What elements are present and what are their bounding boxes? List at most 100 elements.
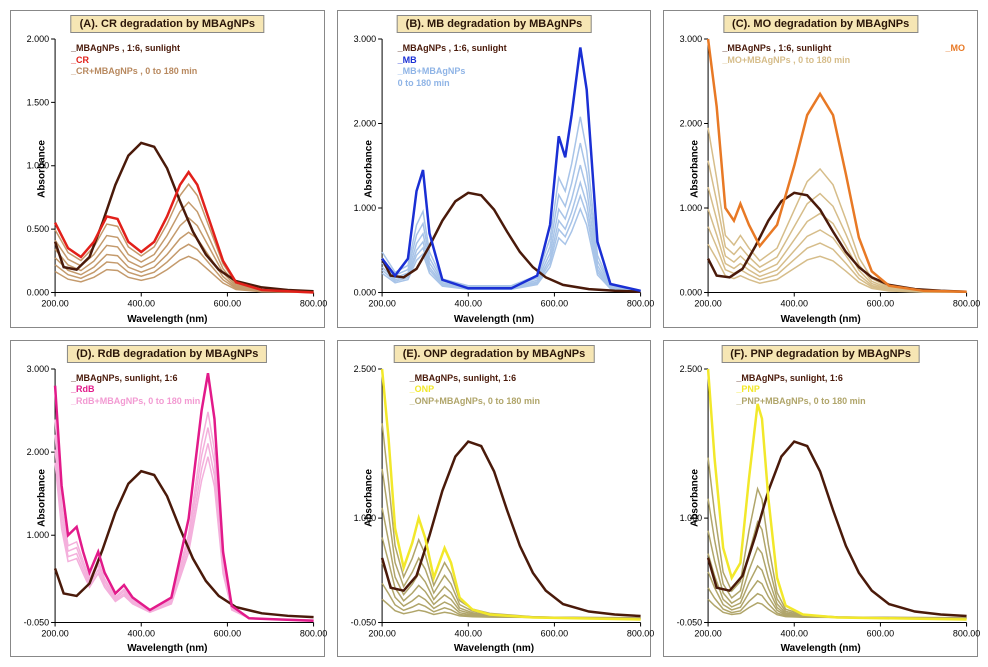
svg-text:1.000: 1.000: [680, 203, 702, 213]
panel-B: (B). MB degradation by MBAgNPs Absorbance…: [337, 10, 652, 328]
svg-text:0.000: 0.000: [27, 287, 49, 297]
legend-item: _ONP: [410, 384, 540, 396]
x-axis-label: Wavelength (nm): [127, 314, 207, 325]
mix-curve: [382, 562, 640, 617]
svg-text:600.00: 600.00: [540, 298, 567, 308]
legend-item: _MB: [398, 55, 507, 67]
legend-item: _PNP+MBAgNPs, 0 to 180 min: [736, 396, 865, 408]
svg-text:2.500: 2.500: [680, 363, 702, 373]
mix-curve: [55, 244, 313, 292]
svg-text:0.500: 0.500: [27, 224, 49, 234]
y-axis-label: Absorbance: [690, 140, 701, 198]
mix-curve: [382, 537, 640, 618]
svg-text:400.00: 400.00: [781, 298, 808, 308]
panel-C: (C). MO degradation by MBAgNPs Absorbance…: [663, 10, 978, 328]
svg-text:2.000: 2.000: [27, 447, 49, 457]
svg-text:600.00: 600.00: [540, 628, 567, 638]
svg-text:1.000: 1.000: [353, 513, 375, 523]
legend-item: _MO+MBAgNPs , 0 to 180 min: [722, 55, 850, 67]
mix-curve: [55, 411, 313, 620]
legend: _MBAgNPs , 1:6, sunlight_MO+MBAgNPs , 0 …: [722, 43, 850, 66]
plot-area: 200.00400.00600.00800.000.0001.0002.0003…: [708, 39, 967, 293]
svg-text:1.000: 1.000: [27, 530, 49, 540]
mix-curve: [708, 161, 966, 292]
svg-text:0.000: 0.000: [680, 287, 702, 297]
svg-text:-0.050: -0.050: [350, 617, 375, 627]
x-axis-label: Wavelength (nm): [454, 643, 534, 654]
svg-text:3.000: 3.000: [27, 363, 49, 373]
legend-item: _MBAgNPs, sunlight, 1:6: [71, 373, 200, 385]
svg-text:2.500: 2.500: [353, 363, 375, 373]
legend-item: _RdB+MBAgNPs, 0 to 180 min: [71, 396, 200, 408]
legend: _MBAgNPs, sunlight, 1:6_PNP_PNP+MBAgNPs,…: [736, 373, 865, 408]
mbagnps-curve: [382, 441, 640, 615]
svg-text:3.000: 3.000: [680, 34, 702, 44]
svg-text:0.000: 0.000: [353, 287, 375, 297]
dye-curve: [55, 373, 313, 621]
panel-title: (E). ONP degradation by MBAgNPs: [394, 345, 595, 363]
mbagnps-curve: [708, 193, 966, 292]
mix-curve: [708, 457, 966, 618]
svg-text:2.000: 2.000: [680, 118, 702, 128]
svg-text:400.00: 400.00: [781, 628, 808, 638]
mix-curve: [708, 599, 966, 617]
legend-item: _PNP: [736, 384, 865, 396]
svg-text:200.00: 200.00: [368, 628, 395, 638]
svg-text:800.00: 800.00: [627, 298, 654, 308]
svg-text:3.000: 3.000: [353, 34, 375, 44]
x-axis-label: Wavelength (nm): [781, 314, 861, 325]
chart-svg: 200.00400.00600.00800.000.0001.0002.0003…: [708, 39, 967, 293]
chart-grid: (A). CR degradation by MBAgNPs Absorbance…: [10, 10, 978, 657]
svg-text:200.00: 200.00: [695, 298, 722, 308]
svg-text:200.00: 200.00: [41, 628, 68, 638]
mix-curve: [382, 117, 640, 291]
legend-item: _MBAgNPs, sunlight, 1:6: [410, 373, 540, 385]
legend-item: _MBAgNPs , 1:6, sunlight: [398, 43, 507, 55]
svg-text:800.00: 800.00: [953, 628, 980, 638]
svg-text:200.00: 200.00: [41, 298, 68, 308]
y-axis-label: Absorbance: [363, 140, 374, 198]
legend-item: _CR: [71, 55, 197, 67]
svg-text:2.000: 2.000: [353, 118, 375, 128]
svg-text:1.000: 1.000: [27, 161, 49, 171]
mix-curve: [708, 128, 966, 292]
panel-D: (D). RdB degradation by MBAgNPs Absorbanc…: [10, 340, 325, 658]
legend-item: _MB+MBAgNPs: [398, 66, 507, 78]
legend: _MBAgNPs, sunlight, 1:6_ONP_ONP+MBAgNPs,…: [410, 373, 540, 408]
panel-title: (B). MB degradation by MBAgNPs: [397, 15, 592, 33]
legend-item: _MBAgNPs , 1:6, sunlight: [71, 43, 197, 55]
panel-F: (F). PNP degradation by MBAgNPsAbsorbanc…: [663, 340, 978, 658]
legend-item: 0 to 180 min: [398, 78, 507, 90]
svg-text:400.00: 400.00: [454, 298, 481, 308]
svg-text:1.500: 1.500: [27, 97, 49, 107]
y-axis-label: Absorbance: [36, 469, 47, 527]
legend-item: _CR+MBAgNPs , 0 to 180 min: [71, 66, 197, 78]
svg-text:400.00: 400.00: [128, 298, 155, 308]
svg-text:800.00: 800.00: [300, 298, 327, 308]
legend-item: _RdB: [71, 384, 200, 396]
svg-text:-0.050: -0.050: [677, 617, 702, 627]
mbagnps-curve: [55, 471, 313, 617]
svg-text:200.00: 200.00: [368, 298, 395, 308]
panel-title: (C). MO degradation by MBAgNPs: [723, 15, 918, 33]
svg-text:200.00: 200.00: [695, 628, 722, 638]
mix-curve: [55, 427, 313, 620]
legend: _MBAgNPs, sunlight, 1:6_RdB_RdB+MBAgNPs,…: [71, 373, 200, 408]
svg-text:1.000: 1.000: [353, 203, 375, 213]
svg-text:400.00: 400.00: [454, 628, 481, 638]
panel-title: (A). CR degradation by MBAgNPs: [71, 15, 264, 33]
svg-text:600.00: 600.00: [867, 628, 894, 638]
panel-title: (D). RdB degradation by MBAgNPs: [67, 345, 267, 363]
legend-item: _MBAgNPs, sunlight, 1:6: [736, 373, 865, 385]
legend-item: _MO: [945, 43, 965, 55]
mix-curve: [55, 184, 313, 292]
svg-text:800.00: 800.00: [300, 628, 327, 638]
mix-curve: [55, 443, 313, 620]
panel-E: (E). ONP degradation by MBAgNPsAbsorbanc…: [337, 340, 652, 658]
x-axis-label: Wavelength (nm): [781, 643, 861, 654]
svg-text:800.00: 800.00: [953, 298, 980, 308]
legend: _MBAgNPs , 1:6, sunlight_CR_CR+MBAgNPs ,…: [71, 43, 197, 78]
svg-text:1.000: 1.000: [680, 513, 702, 523]
svg-text:600.00: 600.00: [214, 628, 241, 638]
x-axis-label: Wavelength (nm): [127, 643, 207, 654]
